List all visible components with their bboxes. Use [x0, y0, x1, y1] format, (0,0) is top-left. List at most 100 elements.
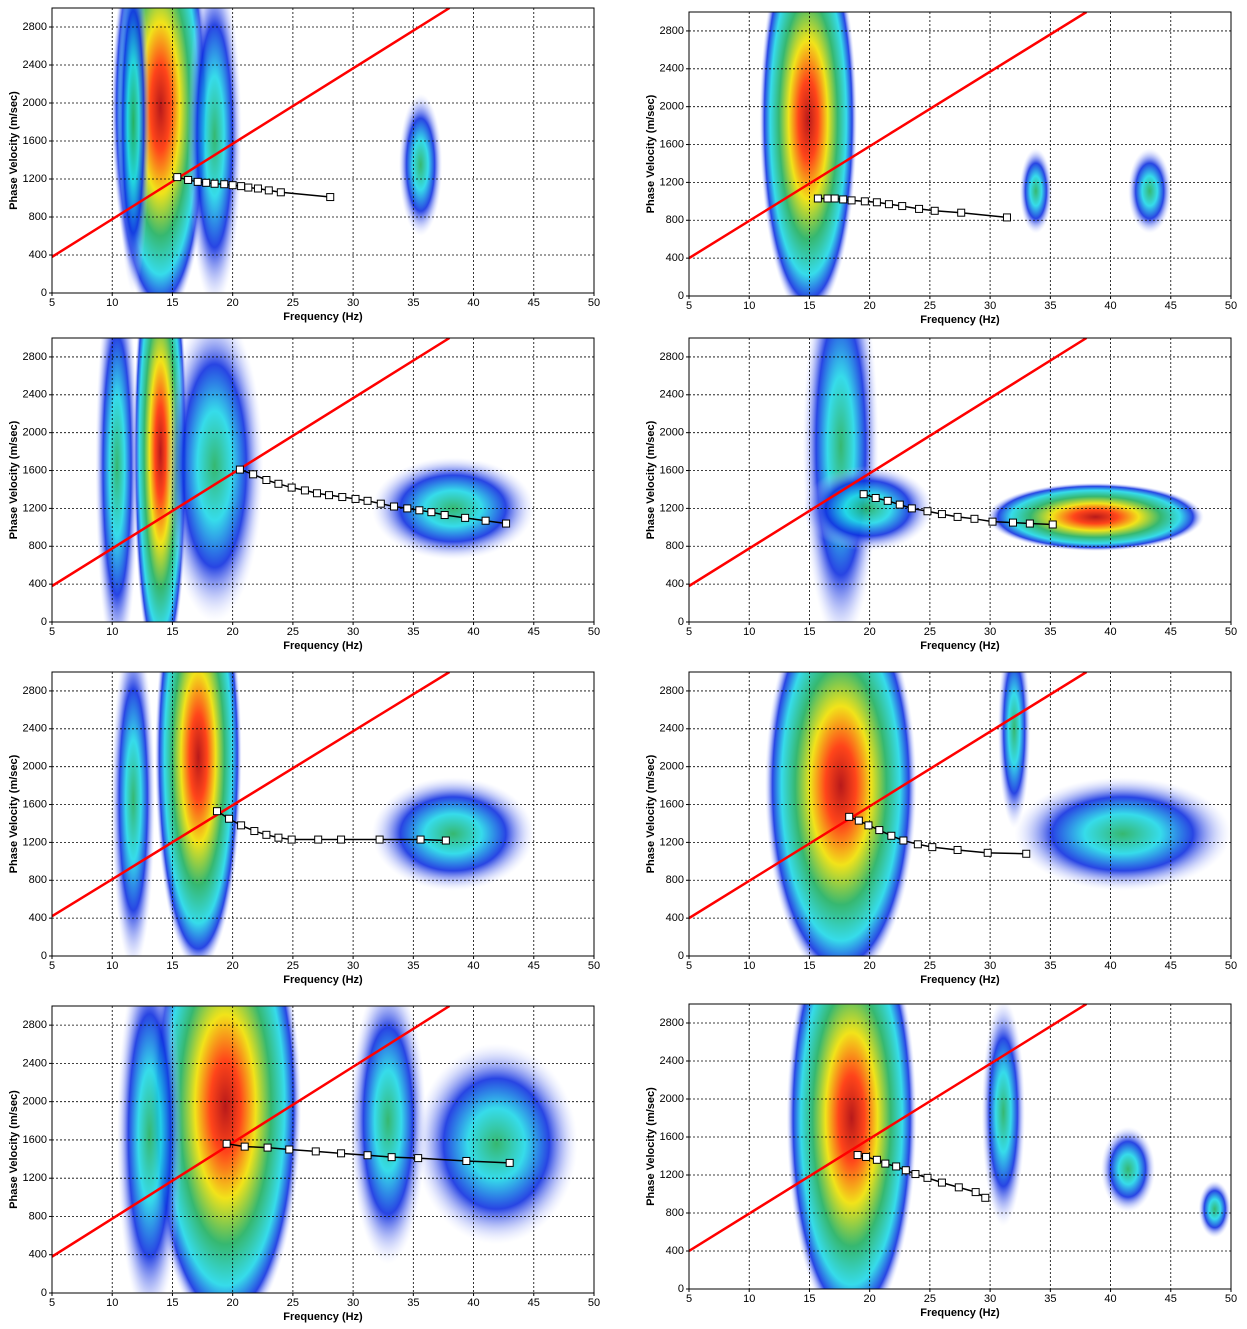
y-tick-label: 400 [666, 1245, 684, 1257]
x-tick-label: 10 [106, 1297, 118, 1309]
x-tick-label: 15 [166, 297, 178, 309]
x-tick-label: 30 [347, 1297, 359, 1309]
reference-line [689, 12, 1088, 260]
dispersion-point [860, 197, 869, 206]
x-tick-label: 10 [743, 1293, 755, 1305]
y-axis-label: Phase Velocity (m/sec) [8, 1090, 20, 1209]
y-axis-label: Phase Velocity (m/sec) [645, 94, 657, 213]
dispersion-point [338, 493, 347, 502]
reference-line [689, 338, 1088, 588]
dispersion-point [937, 510, 946, 519]
x-tick-label: 20 [227, 1297, 239, 1309]
plot-frame [688, 11, 1232, 297]
dispersion-point [847, 196, 856, 205]
dispersion-point [970, 514, 979, 523]
x-tick-label: 25 [287, 1297, 299, 1309]
y-tick-label: 800 [29, 1210, 47, 1222]
plot-frame [688, 1003, 1232, 1290]
x-axis-label: Frequency (Hz) [283, 640, 363, 652]
y-tick-label: 1600 [660, 464, 684, 476]
x-tick-label: 20 [864, 960, 876, 972]
x-tick-label: 15 [803, 1293, 815, 1305]
y-tick-label: 2000 [660, 1093, 684, 1105]
x-tick-label: 50 [1225, 626, 1237, 638]
x-tick-label: 50 [588, 626, 600, 638]
y-tick-label: 1600 [23, 798, 47, 810]
y-tick-label: 2800 [23, 21, 47, 33]
y-tick-label: 400 [666, 252, 684, 264]
y-tick-label: 1200 [23, 836, 47, 848]
dispersion-point [376, 499, 385, 508]
dispersion-point [839, 195, 848, 204]
spectrum-blob [95, 338, 139, 622]
x-tick-label: 5 [49, 960, 55, 972]
spectrum-blob [371, 777, 535, 891]
x-tick-label: 50 [588, 297, 600, 309]
reference-line [52, 672, 451, 918]
dispersion-point [326, 193, 335, 202]
y-tick-label: 2800 [660, 685, 684, 697]
x-tick-label: 10 [106, 297, 118, 309]
dispersion-point [988, 517, 997, 526]
x-tick-label: 25 [287, 626, 299, 638]
x-tick-label: 25 [287, 297, 299, 309]
y-tick-label: 0 [41, 287, 47, 299]
spectrum-blob [350, 1006, 426, 1265]
y-tick-label: 2400 [23, 1057, 47, 1069]
dispersion-point [1008, 518, 1017, 527]
x-tick-label: 20 [227, 960, 239, 972]
spectrum-blob [165, 338, 264, 622]
x-tick-label: 40 [467, 960, 479, 972]
y-axis-label: Phase Velocity (m/sec) [645, 754, 657, 873]
dispersion-point [312, 489, 321, 498]
dispersion-point [971, 1188, 980, 1197]
x-tick-label: 20 [864, 626, 876, 638]
x-axis-label: Frequency (Hz) [920, 974, 1000, 986]
spectrum-blob [981, 1004, 1026, 1227]
x-tick-label: 35 [407, 960, 419, 972]
y-tick-label: 2800 [23, 685, 47, 697]
reference-line [52, 8, 451, 258]
y-tick-label: 1600 [660, 798, 684, 810]
plot-frame [51, 1005, 595, 1294]
dispersion-point [416, 835, 425, 844]
x-axis-label: Frequency (Hz) [920, 1307, 1000, 1319]
x-tick-label: 35 [407, 297, 419, 309]
x-tick-label: 30 [984, 300, 996, 312]
x-tick-label: 45 [1165, 1293, 1177, 1305]
x-tick-label: 50 [1225, 1293, 1237, 1305]
x-axis-label: Frequency (Hz) [283, 1311, 363, 1323]
dispersion-point [314, 835, 323, 844]
spectrum-blob [1019, 148, 1053, 234]
x-tick-label: 30 [984, 626, 996, 638]
dispersion-point [262, 830, 271, 839]
dispersion-point [1048, 520, 1057, 529]
spectrum-blob [802, 465, 933, 551]
dispersion-point [240, 1142, 249, 1151]
y-tick-label: 1600 [23, 1134, 47, 1146]
dispersion-point [300, 486, 309, 495]
dispersion-point [923, 1173, 932, 1182]
dispersion-point [337, 835, 346, 844]
x-tick-label: 15 [803, 960, 815, 972]
y-tick-label: 400 [666, 912, 684, 924]
x-tick-label: 25 [924, 1293, 936, 1305]
dispersion-point [854, 816, 863, 825]
plot-frame [51, 671, 595, 957]
dispersion-point [193, 177, 202, 186]
spectrum-blob [149, 1006, 302, 1293]
dispersion-point [237, 182, 246, 191]
dispersion-point [983, 848, 992, 857]
x-axis-label: Frequency (Hz) [283, 974, 363, 986]
y-tick-label: 2800 [660, 1017, 684, 1029]
plot-area [52, 8, 594, 293]
dispersion-point [899, 836, 908, 845]
y-tick-label: 400 [29, 578, 47, 590]
y-axis-label: Phase Velocity (m/sec) [645, 1087, 657, 1206]
y-tick-label: 400 [29, 912, 47, 924]
x-tick-label: 40 [1104, 1293, 1116, 1305]
spectrum-blob [786, 1004, 917, 1289]
y-tick-label: 0 [41, 950, 47, 962]
x-tick-label: 25 [924, 300, 936, 312]
